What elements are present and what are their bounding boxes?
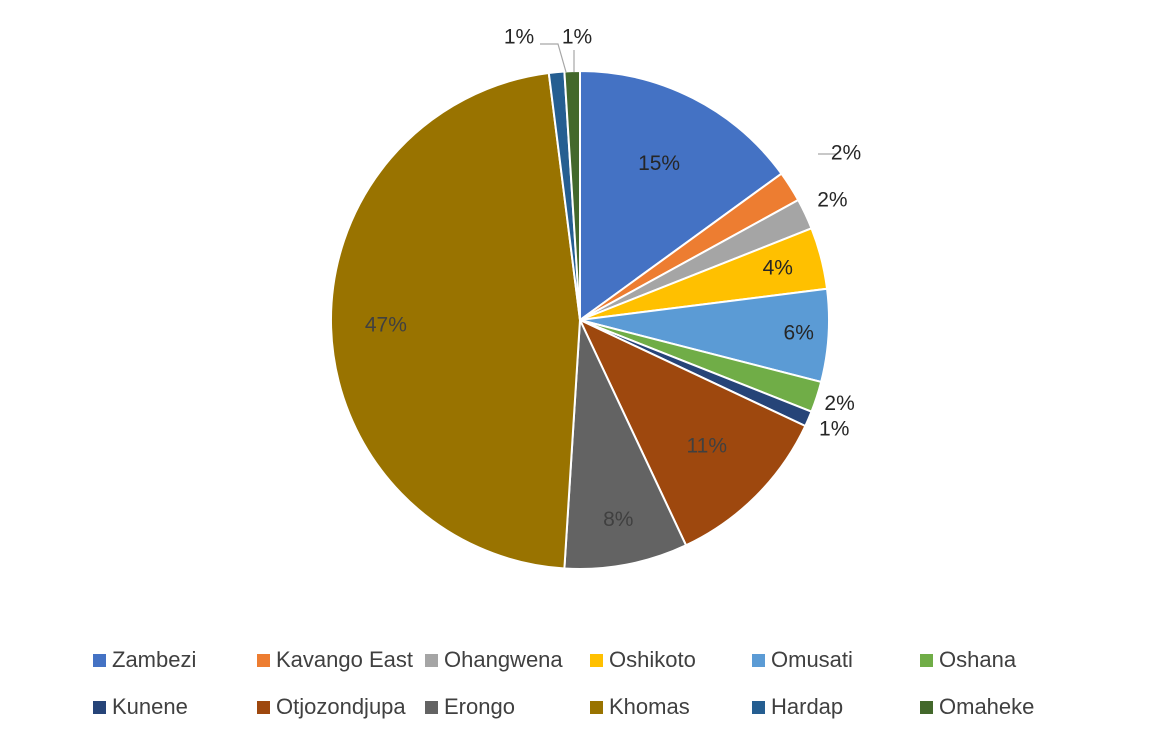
slice-zambezi [579, 69, 783, 322]
data-label-zambezi: 15% [638, 152, 680, 175]
legend-swatch-otjozondjupa [257, 701, 270, 714]
legend-item-otjozondjupa: Otjozondjupa [257, 694, 406, 719]
slice-erongo [563, 319, 688, 570]
legend-item-oshikoto: Oshikoto [590, 647, 696, 672]
legend-swatch-kavango-east [257, 654, 270, 667]
legend-swatch-ohangwena [425, 654, 438, 667]
legend-item-ohangwena: Ohangwena [425, 647, 563, 672]
legend-label-kavango-east: Kavango East [276, 647, 413, 672]
legend-swatch-erongo [425, 701, 438, 714]
slice-khomas [330, 71, 582, 570]
data-label-kunene: 1% [819, 418, 849, 441]
legend-item-hardap: Hardap [752, 694, 843, 719]
legend: Zambezi Kavango East Ohangwena Oshikoto Omus… [93, 647, 1034, 719]
legend-swatch-hardap [752, 701, 765, 714]
data-label-omusati: 6% [784, 321, 814, 344]
legend-swatch-oshana [920, 654, 933, 667]
legend-swatch-khomas [590, 701, 603, 714]
legend-swatch-omaheke [920, 701, 933, 714]
legend-label-ohangwena: Ohangwena [444, 647, 563, 672]
legend-label-oshikoto: Oshikoto [609, 647, 696, 672]
legend-item-omusati: Omusati [752, 647, 853, 672]
legend-item-khomas: Khomas [590, 694, 690, 719]
legend-swatch-zambezi [93, 654, 106, 667]
legend-label-erongo: Erongo [444, 694, 515, 719]
data-labels: 15% 2% 2% 4% 6% 2% 1% 11% 8% 47% 1% 1% [365, 26, 861, 532]
legend-swatch-kunene [93, 701, 106, 714]
leader-lines [540, 43, 836, 155]
data-label-oshana: 2% [824, 392, 854, 415]
legend-label-omusati: Omusati [771, 647, 853, 672]
legend-label-hardap: Hardap [771, 694, 843, 719]
legend-item-erongo: Erongo [425, 694, 515, 719]
legend-swatch-omusati [752, 654, 765, 667]
data-label-hardap: 1% [504, 26, 534, 49]
legend-item-kunene: Kunene [93, 694, 188, 719]
data-label-khomas: 47% [365, 314, 407, 337]
legend-label-khomas: Khomas [609, 694, 690, 719]
leader-line-hardap [540, 43, 567, 73]
legend-item-kavango-east: Kavango East [257, 647, 413, 672]
data-label-kavango-east: 2% [831, 142, 861, 165]
legend-label-otjozondjupa: Otjozondjupa [276, 694, 406, 719]
slice-omaheke [563, 69, 581, 321]
legend-item-zambezi: Zambezi [93, 647, 196, 672]
data-label-otjozondjupa: 11% [687, 434, 727, 457]
data-label-ohangwena: 2% [817, 189, 847, 212]
slice-otjozondjupa [577, 317, 807, 547]
data-label-omaheke: 1% [562, 26, 592, 49]
legend-label-oshana: Oshana [939, 647, 1017, 672]
legend-item-oshana: Oshana [920, 647, 1017, 672]
pie-slices [330, 69, 830, 570]
data-label-oshikoto: 4% [763, 257, 793, 280]
legend-label-zambezi: Zambezi [112, 647, 196, 672]
legend-item-omaheke: Omaheke [920, 694, 1034, 719]
data-label-erongo: 8% [603, 508, 633, 531]
legend-label-kunene: Kunene [112, 694, 188, 719]
legend-swatch-oshikoto [590, 654, 603, 667]
legend-label-omaheke: Omaheke [939, 694, 1034, 719]
